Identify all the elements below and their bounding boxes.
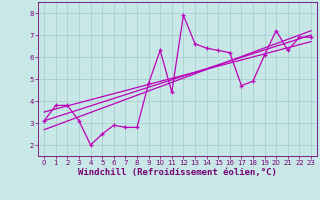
X-axis label: Windchill (Refroidissement éolien,°C): Windchill (Refroidissement éolien,°C)	[78, 168, 277, 177]
